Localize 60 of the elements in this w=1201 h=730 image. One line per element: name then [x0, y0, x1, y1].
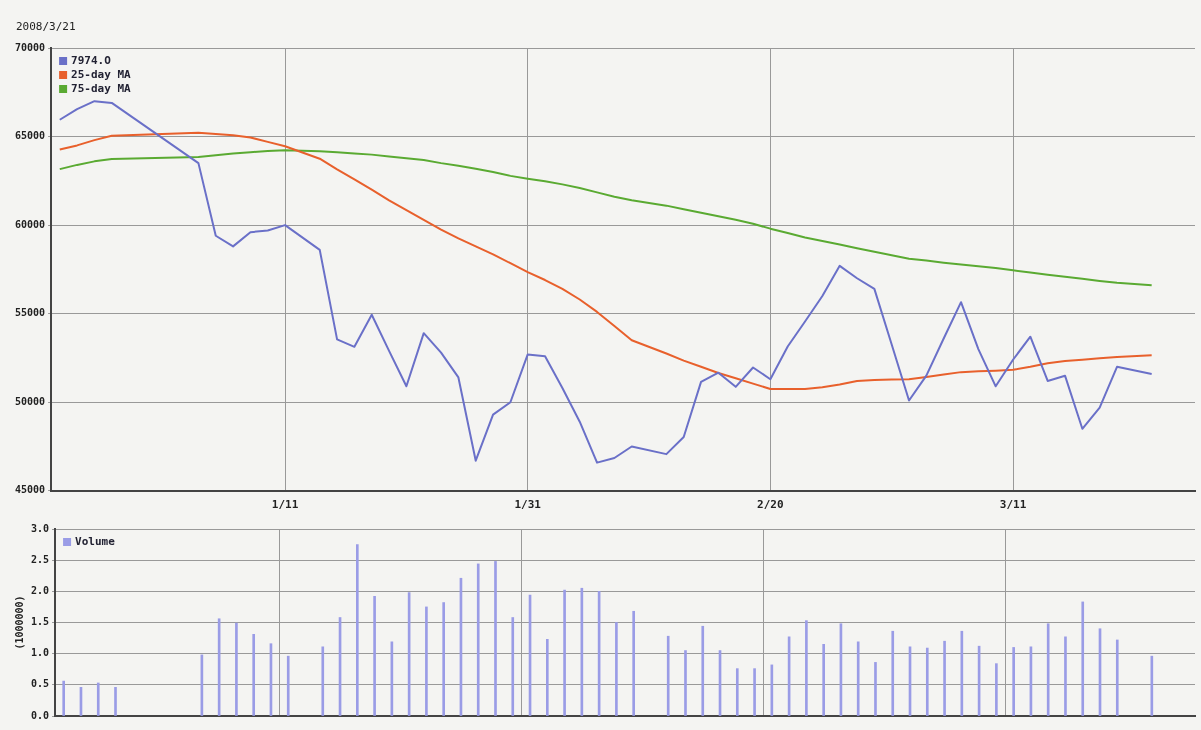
bar — [355, 544, 359, 716]
bar — [252, 634, 256, 716]
bar — [1064, 636, 1067, 716]
y-tick-label: 70000 — [14, 41, 46, 53]
legend-label: 75-day MA — [71, 81, 132, 95]
x-tick-label: 1/11 — [271, 498, 299, 512]
x-tick-label: 2/20 — [757, 498, 784, 512]
legend-label: 7974.O — [71, 53, 112, 67]
bar — [995, 663, 998, 716]
x-tick-label: 1/31 — [514, 498, 542, 512]
legend-label: Volume — [75, 534, 116, 548]
y-tick-label: 45000 — [14, 484, 46, 496]
y-tick-label: 60000 — [14, 218, 46, 230]
bar — [235, 622, 238, 716]
bar — [632, 610, 635, 716]
bar — [96, 682, 100, 716]
bar — [511, 617, 515, 716]
x-tick-label: 3/11 — [999, 498, 1027, 512]
bar — [425, 606, 428, 716]
bar — [753, 668, 756, 716]
y-tick-label: 3.0 — [31, 522, 50, 534]
bar — [925, 647, 929, 716]
bar — [373, 595, 376, 716]
bar — [856, 641, 860, 716]
y-tick-label: 0.0 — [31, 709, 50, 721]
bar — [62, 680, 66, 716]
y-tick-label: 55000 — [14, 307, 46, 319]
bar — [1081, 601, 1085, 716]
bar — [822, 643, 825, 716]
bar — [805, 620, 808, 716]
chart-subtitle: 2008/3/21 — [16, 20, 76, 33]
bar — [701, 625, 705, 716]
bar — [684, 650, 687, 716]
bar — [1150, 655, 1154, 716]
bar — [891, 630, 895, 716]
y-tick-label: 1.0 — [31, 647, 50, 659]
bar — [114, 687, 117, 716]
bar — [1012, 647, 1015, 716]
y-tick-label: 2.5 — [31, 553, 50, 565]
y-tick-label: 1.5 — [31, 616, 50, 628]
bar — [442, 602, 446, 716]
y-tick-label: 0.5 — [31, 678, 50, 690]
bar — [874, 662, 877, 716]
y-tick-label: 50000 — [14, 395, 46, 407]
bar — [563, 589, 566, 716]
bar — [494, 561, 497, 716]
bar — [615, 622, 618, 716]
bar — [943, 640, 946, 716]
bar — [1115, 639, 1119, 716]
bar — [476, 563, 480, 716]
bar — [321, 646, 325, 716]
bar — [286, 655, 290, 716]
bar — [735, 668, 739, 716]
bar — [1046, 623, 1050, 716]
y-axis-title: (1000000) — [13, 595, 25, 650]
legend-label: 25-day MA — [71, 67, 132, 81]
y-tick-label: 65000 — [14, 130, 46, 142]
bar — [666, 635, 670, 716]
bar — [545, 639, 549, 716]
y-tick-label: 2.0 — [31, 584, 50, 596]
